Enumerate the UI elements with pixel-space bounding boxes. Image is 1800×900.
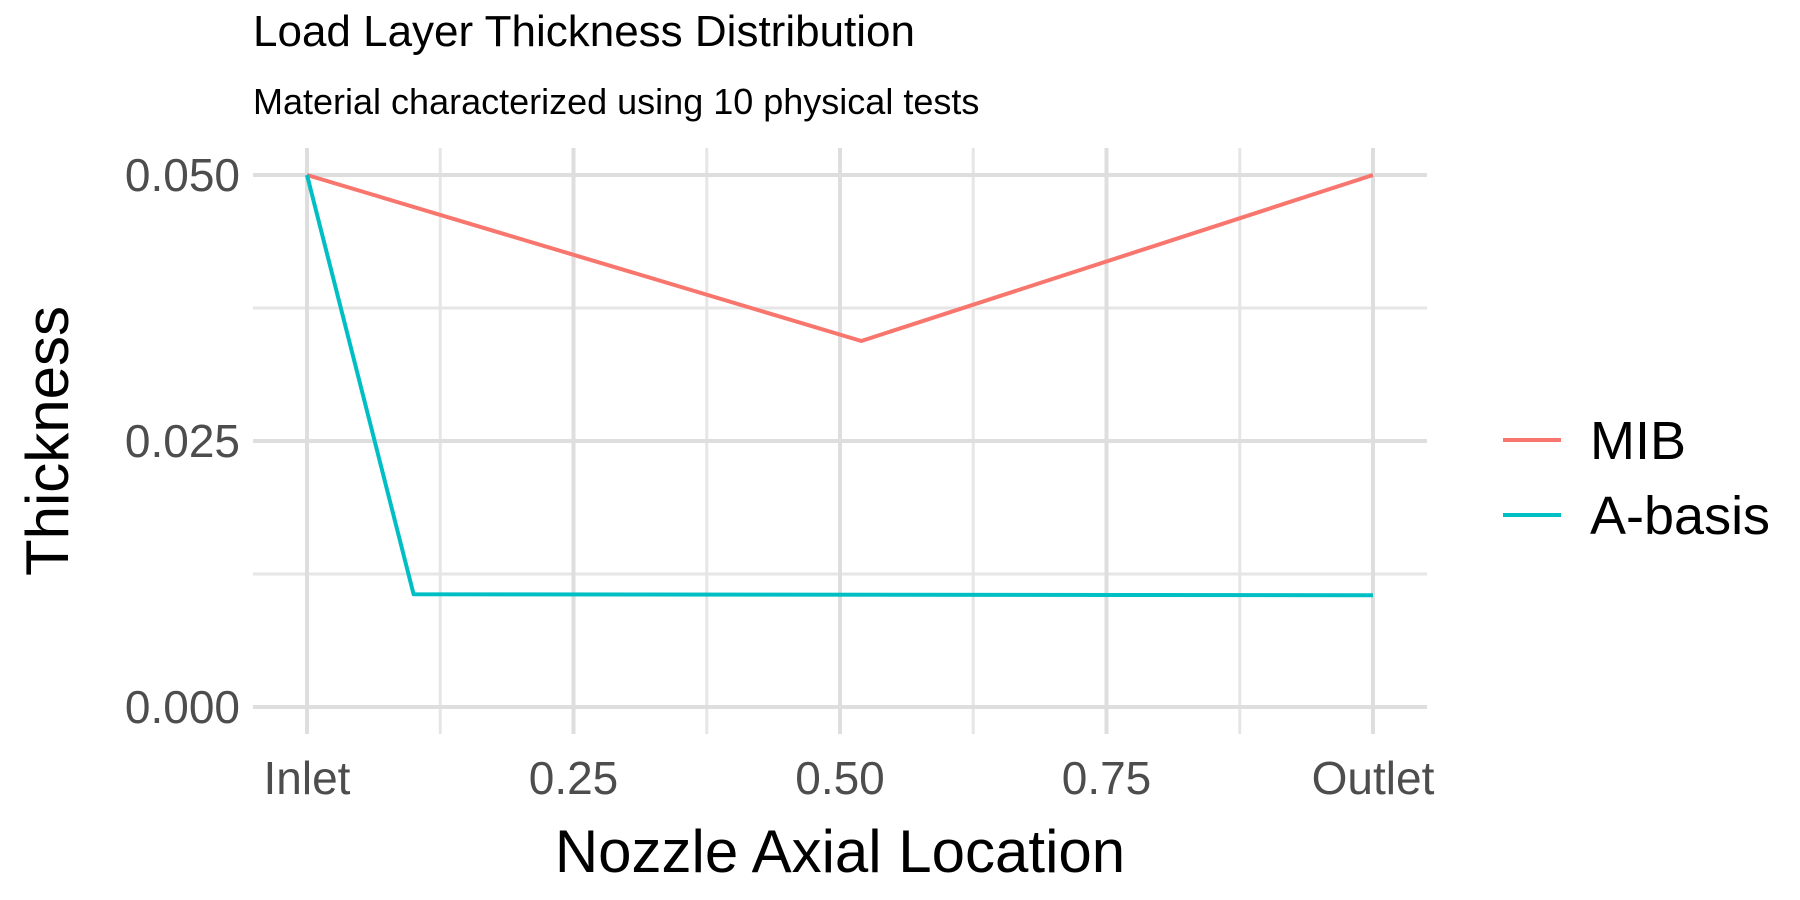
y-tick-label: 0.000 [125, 681, 240, 733]
x-tick-label: 0.50 [795, 752, 885, 804]
x-tick-label: 0.25 [529, 752, 619, 804]
y-tick-label: 0.025 [125, 415, 240, 467]
x-tick-label: Inlet [264, 752, 351, 804]
chart-title: Load Layer Thickness Distribution [253, 7, 915, 56]
series-line-0 [306, 173, 1374, 343]
y-axis-ticks: 0.000 0.025 0.050 [125, 149, 240, 733]
x-axis-title: Nozzle Axial Location [555, 818, 1125, 885]
x-tick-label: Outlet [1312, 752, 1435, 804]
legend: MIB A-basis [1503, 411, 1770, 546]
x-tick-label: 0.75 [1062, 752, 1152, 804]
series-lines [305, 173, 1374, 598]
y-tick-label: 0.050 [125, 149, 240, 201]
chart-subtitle: Material characterized using 10 physical… [253, 81, 979, 122]
grid [253, 148, 1427, 734]
series-line-1 [305, 174, 1374, 598]
legend-label-0: MIB [1590, 411, 1686, 471]
legend-label-1: A-basis [1590, 486, 1770, 546]
y-axis-title: Thickness [14, 306, 81, 576]
x-axis-ticks: Inlet 0.25 0.50 0.75 Outlet [264, 752, 1435, 804]
